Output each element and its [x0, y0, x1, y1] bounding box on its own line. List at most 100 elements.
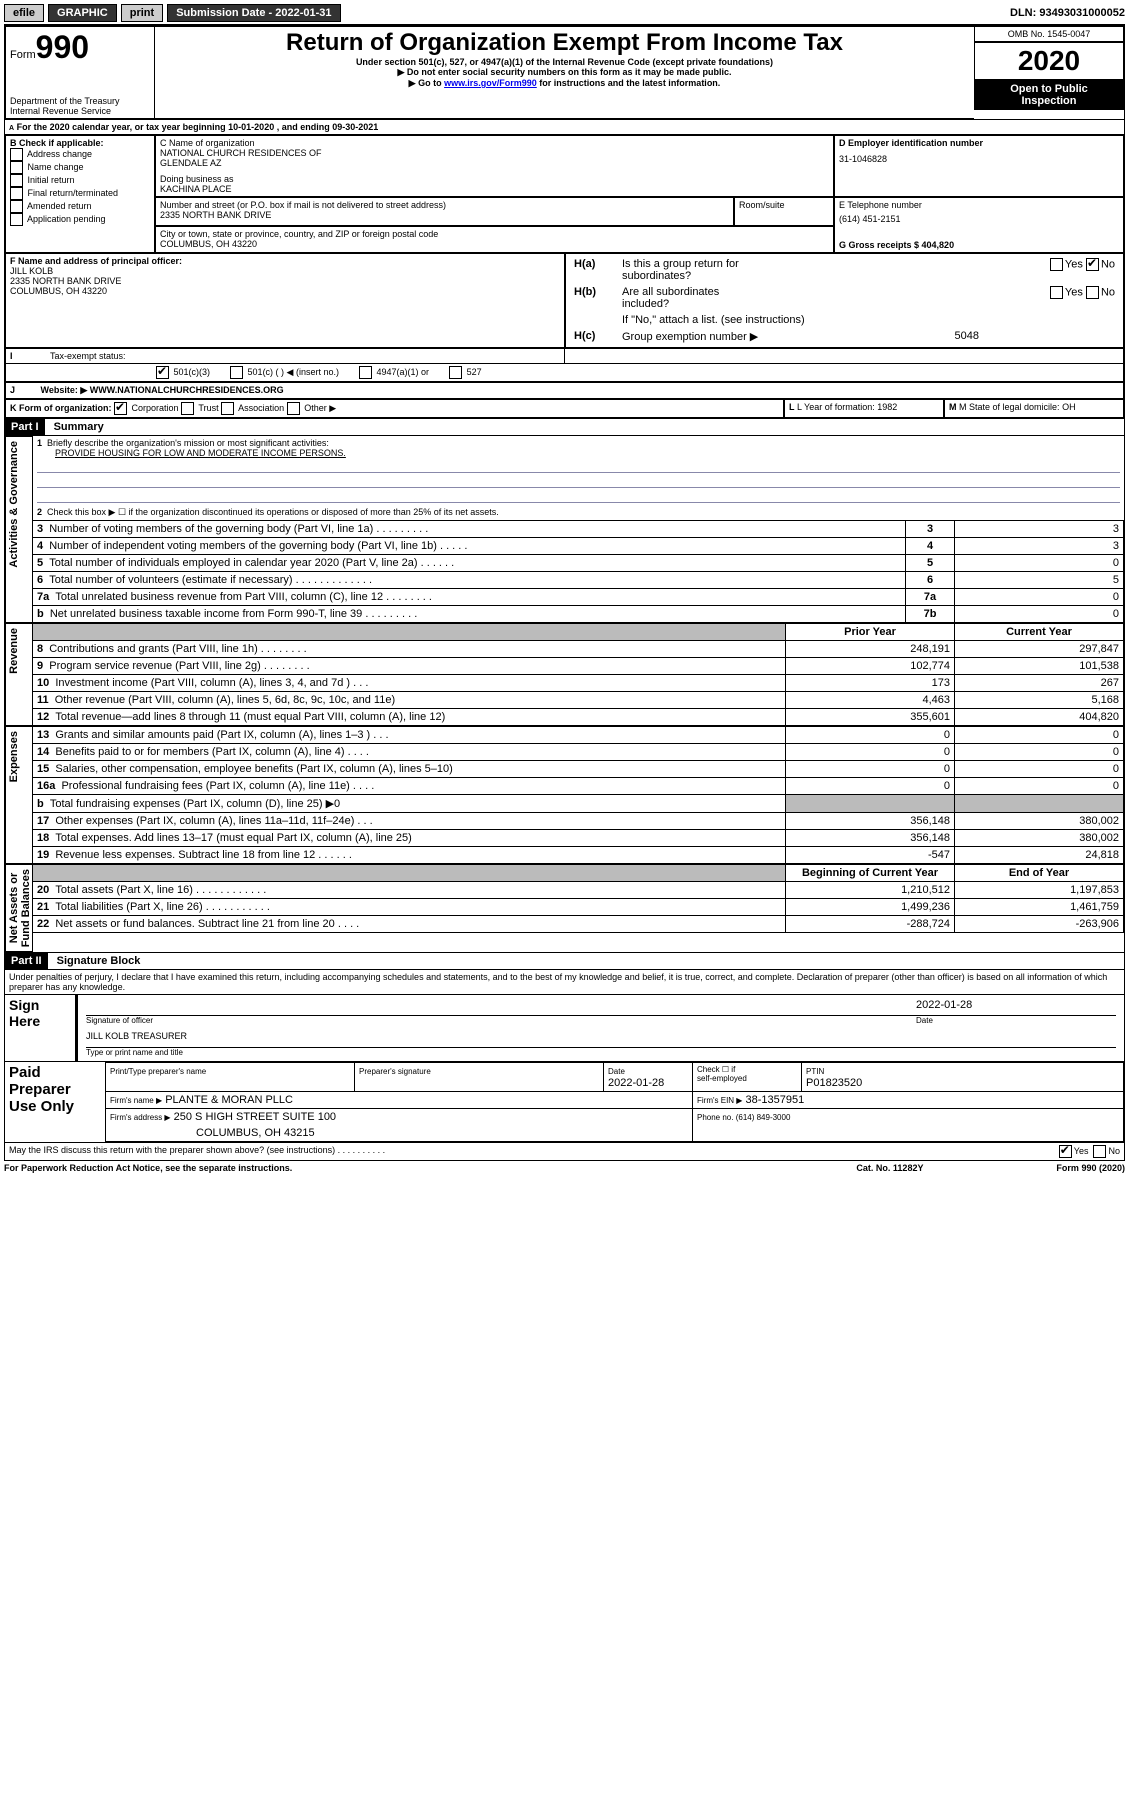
4947-checkbox[interactable]: [359, 366, 372, 379]
501c3-checkbox[interactable]: [156, 366, 169, 379]
top-bar: efile GRAPHIC print Submission Date - 20…: [4, 4, 1125, 25]
city-value: COLUMBUS, OH 43220: [160, 239, 829, 249]
form-header: Form990 Department of the Treasury Inter…: [4, 25, 1125, 120]
org-info-block: A For the 2020 calendar year, or tax yea…: [4, 120, 1125, 419]
note1-text: ▶ Do not enter social security numbers o…: [159, 67, 970, 78]
declaration-text: Under penalties of perjury, I declare th…: [5, 970, 1124, 994]
corp-checkbox[interactable]: [114, 402, 127, 415]
submission-date-button[interactable]: Submission Date - 2022-01-31: [167, 4, 340, 22]
hc-label: Group exemption number ▶: [618, 328, 951, 345]
page-title: Return of Organization Exempt From Incom…: [159, 29, 970, 57]
hc-prefix: H(c): [570, 328, 618, 345]
discuss-text: May the IRS discuss this return with the…: [9, 1145, 1059, 1158]
trust-checkbox[interactable]: [181, 402, 194, 415]
type-name-label: Type or print name and title: [86, 1048, 1116, 1057]
tax-year: 2020: [974, 42, 1124, 80]
website-label: Website: ▶: [41, 385, 88, 395]
tax-exempt-label: Tax-exempt status:: [50, 351, 126, 361]
sign-here-label: Sign Here: [5, 995, 75, 1061]
expenses-table: 13 Grants and similar amounts paid (Part…: [33, 726, 1124, 864]
phone-label: E Telephone number: [839, 200, 1119, 210]
part1-header: Part I: [5, 419, 45, 435]
netassets-table: Beginning of Current YearEnd of Year 20 …: [33, 864, 1124, 933]
ha-no-checkbox[interactable]: [1086, 258, 1099, 271]
b-checkbox[interactable]: [10, 187, 23, 200]
addr-label: Number and street (or P.O. box if mail i…: [160, 200, 729, 210]
instructions-link[interactable]: www.irs.gov/Form990: [444, 78, 537, 88]
side-label-rev: Revenue: [5, 623, 33, 726]
b-checkbox[interactable]: [10, 161, 23, 174]
other-checkbox[interactable]: [287, 402, 300, 415]
revenue-table: Prior YearCurrent Year 8 Contributions a…: [33, 623, 1124, 726]
officer-name: JILL KOLB: [10, 266, 560, 276]
dba-label: Doing business as: [160, 174, 829, 184]
governance-table: 3 Number of voting members of the govern…: [33, 520, 1124, 623]
form-footer: Form 990 (2020): [1056, 1163, 1125, 1173]
q1-answer: PROVIDE HOUSING FOR LOW AND MODERATE INC…: [37, 448, 346, 458]
ha-prefix: H(a): [570, 256, 618, 284]
ein-value: 31-1046828: [839, 154, 1119, 164]
ha-label: Is this a group return for subordinates?: [618, 256, 951, 284]
website-value: WWW.NATIONALCHURCHRESIDENCES.ORG: [90, 385, 284, 395]
cat-no: Cat. No. 11282Y: [856, 1163, 1056, 1173]
open-public-text: Open to Public Inspection: [974, 80, 1124, 110]
hc-value: 5048: [951, 328, 1119, 345]
discuss-no-checkbox[interactable]: [1093, 1145, 1106, 1158]
addr-value: 2335 NORTH BANK DRIVE: [160, 210, 729, 220]
subtitle-text: Under section 501(c), 527, or 4947(a)(1)…: [159, 57, 970, 67]
b-checkbox[interactable]: [10, 200, 23, 213]
officer-name-title: JILL KOLB TREASURER: [86, 1031, 1116, 1048]
hb-yes-checkbox[interactable]: [1050, 286, 1063, 299]
paid-preparer-label: Paid Preparer Use Only: [5, 1062, 105, 1142]
form-label: Form: [10, 49, 36, 61]
city-label: City or town, state or province, country…: [160, 229, 829, 239]
hb-no-checkbox[interactable]: [1086, 286, 1099, 299]
k-label: K Form of organization:: [10, 403, 112, 413]
form-number: 990: [36, 29, 89, 65]
hb-prefix: H(b): [570, 284, 618, 312]
page-footer: For Paperwork Reduction Act Notice, see …: [4, 1161, 1125, 1175]
side-label-ag: Activities & Governance: [5, 436, 33, 623]
graphic-button[interactable]: GRAPHIC: [48, 4, 117, 22]
part2-header: Part II: [5, 953, 48, 969]
year-formation: L L Year of formation: 1982: [784, 399, 944, 418]
part2-title: Signature Block: [51, 953, 147, 969]
phone-value: (614) 451-2151: [839, 214, 1119, 224]
dept-text: Department of the Treasury Internal Reve…: [10, 96, 150, 116]
note2-text: ▶ Go to www.irs.gov/Form990 for instruct…: [159, 78, 970, 89]
line-a: A For the 2020 calendar year, or tax yea…: [5, 120, 1124, 135]
room-label: Room/suite: [734, 197, 834, 226]
part1-title: Summary: [48, 419, 110, 435]
dba-name: KACHINA PLACE: [160, 184, 829, 194]
print-button[interactable]: print: [121, 4, 163, 22]
preparer-table: Print/Type preparer's name Preparer's si…: [105, 1062, 1124, 1142]
hb-label: Are all subordinates included?: [618, 284, 951, 312]
officer-addr1: 2335 NORTH BANK DRIVE: [10, 276, 560, 286]
527-checkbox[interactable]: [449, 366, 462, 379]
b-checkbox[interactable]: [10, 148, 23, 161]
check-if-applicable: B Check if applicable: Address change Na…: [5, 135, 155, 253]
ha-yes-checkbox[interactable]: [1050, 258, 1063, 271]
gross-receipts: G Gross receipts $ 404,820: [839, 240, 1119, 250]
efile-button[interactable]: efile: [4, 4, 44, 22]
assoc-checkbox[interactable]: [221, 402, 234, 415]
q2-text: Check this box ▶ ☐ if the organization d…: [47, 507, 499, 517]
b-checkbox[interactable]: [10, 213, 23, 226]
sig-date: 2022-01-28: [916, 999, 1116, 1016]
omb-text: OMB No. 1545-0047: [974, 26, 1124, 42]
state-domicile: M M State of legal domicile: OH: [944, 399, 1124, 418]
501c-checkbox[interactable]: [230, 366, 243, 379]
officer-addr2: COLUMBUS, OH 43220: [10, 286, 560, 296]
b-checkbox[interactable]: [10, 174, 23, 187]
discuss-yes-checkbox[interactable]: [1059, 1145, 1072, 1158]
q1-label: Briefly describe the organization's miss…: [47, 438, 329, 448]
c-label: C Name of organization: [160, 138, 829, 148]
org-name: NATIONAL CHURCH RESIDENCES OF GLENDALE A…: [160, 148, 829, 168]
date-label: Date: [916, 1016, 1116, 1025]
side-label-exp: Expenses: [5, 726, 33, 864]
f-label: F Name and address of principal officer:: [10, 256, 560, 266]
hb-note: If "No," attach a list. (see instruction…: [618, 312, 1119, 328]
ein-label: D Employer identification number: [839, 138, 1119, 148]
side-label-net: Net Assets or Fund Balances: [5, 864, 33, 952]
dln-text: DLN: 93493031000052: [1010, 7, 1125, 19]
